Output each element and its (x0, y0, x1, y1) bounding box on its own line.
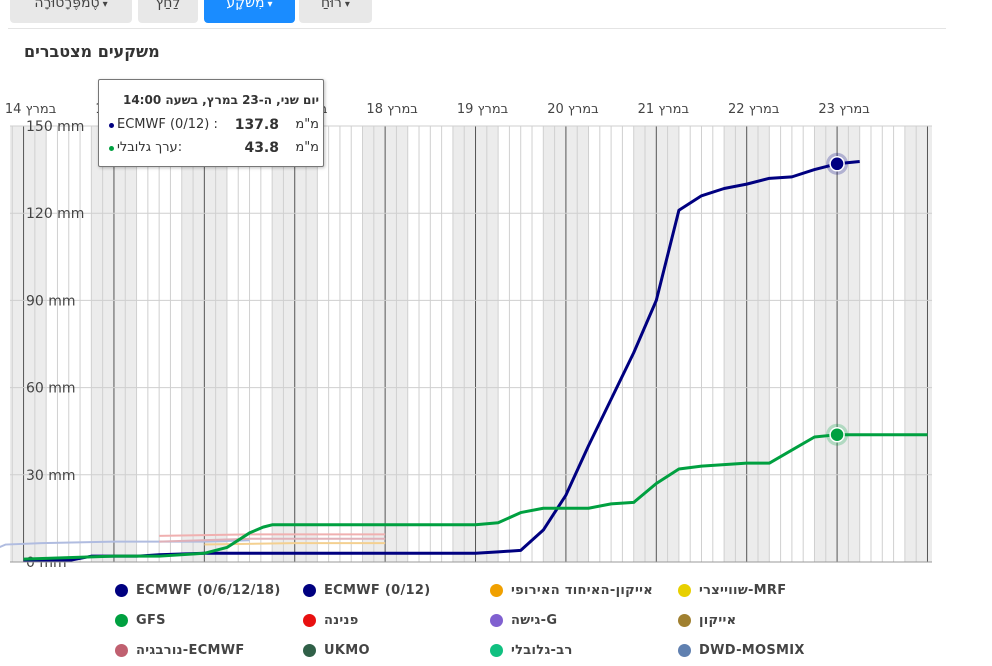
y-tick-label: 60 mm (26, 381, 76, 397)
legend-dot (678, 583, 691, 597)
tab-wind-label: רוּחַ (321, 0, 342, 11)
tooltip-row-global: ערך גלובלי: 43.8 מ"מ (109, 140, 319, 158)
series-line (23, 433, 928, 561)
legend-label: DWD-MOSMIX (699, 642, 805, 658)
x-tick-label: 22 במרץ (728, 102, 779, 117)
legend-dot (115, 613, 128, 627)
x-tick-label: 14 במרץ (5, 102, 56, 117)
tooltip-series-separator: : (213, 117, 218, 132)
tab-precipitation-label: מִשקָע (226, 0, 265, 11)
x-tick-label: 20 במרץ (547, 102, 598, 117)
x-tick-label: 21 במרץ (638, 102, 689, 117)
legend-item[interactable]: גישה-G (490, 610, 557, 630)
legend-label: אייקון-האיחוד האירופי (511, 582, 653, 598)
tooltip-series-value: 137.8 (234, 117, 279, 133)
x-tick-label: 18 במרץ (366, 102, 417, 117)
faint-series-line (159, 533, 386, 537)
tooltip-series-dot (109, 123, 114, 128)
chart-tooltip: יום שני, ה-23 במרץ, בשעה 14:00 ECMWF (0/… (98, 79, 324, 167)
x-tick-label: 23 במרץ (818, 102, 869, 117)
legend-dot (490, 613, 503, 627)
legend-item[interactable]: פנינה (303, 610, 359, 630)
night-band (10, 126, 47, 562)
y-tick-label: 150 mm (26, 119, 84, 135)
legend-item[interactable]: DWD-MOSMIX (678, 640, 805, 660)
tab-bar: טֶמפֶּרָטוּרָה ▾ לַחַץ מִשקָע ▾ רוּחַ ▾ (0, 0, 992, 24)
legend-dot (490, 583, 503, 597)
faint-series-line (159, 537, 386, 543)
chevron-down-icon: ▾ (102, 0, 108, 10)
chevron-down-icon: ▾ (267, 0, 273, 10)
legend-label: GFS (136, 612, 166, 628)
legend-dot (490, 643, 503, 657)
chart-title: משקעים מצטברים (24, 42, 160, 61)
tab-pressure[interactable]: לַחַץ (138, 0, 198, 23)
tooltip-series-value: 43.8 (244, 140, 279, 156)
tooltip-header: יום שני, ה-23 במרץ, בשעה 14:00 (122, 93, 319, 107)
legend-label: UKMO (324, 642, 370, 658)
legend-dot (303, 643, 316, 657)
chevron-down-icon: ▾ (344, 0, 350, 10)
legend-dot (678, 643, 691, 657)
legend-dot (303, 613, 316, 627)
legend-label: אייקון (699, 612, 737, 628)
legend-item[interactable]: ECMWF (0/6/12/18) (115, 580, 281, 600)
legend-item[interactable]: אייקון (678, 610, 736, 630)
tab-wind[interactable]: רוּחַ ▾ (299, 0, 372, 23)
legend-dot (678, 613, 691, 627)
legend-label: רב-גלובלי (511, 642, 573, 658)
chart-legend: ECMWF (0/6/12/18) ECMWF (0/12) אייקון-הא… (0, 578, 992, 666)
legend-item[interactable]: ECMWF (0/12) (303, 580, 430, 600)
tab-pressure-label: לַחַץ (155, 0, 181, 11)
faint-series-line (0, 539, 250, 548)
tooltip-series-unit: מ"מ (295, 117, 319, 132)
legend-item[interactable]: נורבגיה-ECMWF (115, 640, 245, 660)
legend-label: פנינה (324, 612, 359, 628)
highlight-marker (829, 426, 845, 443)
highlight-marker (829, 156, 845, 172)
tooltip-series-name: ערך גלובלי: (117, 140, 183, 155)
divider (8, 28, 946, 29)
tooltip-row-ecmwf: ECMWF (0/12) : 137.8 מ"מ (109, 117, 319, 135)
legend-item[interactable]: שווייצרי-MRF (678, 580, 786, 600)
legend-label: ECMWF (0/6/12/18) (136, 582, 281, 598)
legend-label: נורבגיה-ECMWF (136, 642, 245, 658)
tooltip-series-name-text: ECMWF (0/12) (117, 117, 210, 132)
legend-item[interactable]: רב-גלובלי (490, 640, 573, 660)
legend-dot (303, 583, 316, 597)
tab-temperature-label: טֶמפֶּרָטוּרָה (34, 0, 100, 11)
legend-dot (115, 583, 128, 597)
y-tick-label: 120 mm (26, 206, 84, 222)
tooltip-series-dot (109, 146, 114, 151)
legend-item[interactable]: UKMO (303, 640, 370, 660)
y-tick-label: 30 mm (26, 468, 76, 484)
legend-item[interactable]: אייקון-האיחוד האירופי (490, 580, 653, 600)
legend-label: גישה-G (511, 612, 558, 628)
legend-label: שווייצרי-MRF (699, 582, 787, 598)
tab-precipitation[interactable]: מִשקָע ▾ (204, 0, 295, 23)
tooltip-series-unit: מ"מ (295, 140, 319, 155)
x-tick-label: 19 במרץ (457, 102, 508, 117)
tooltip-series-name: ECMWF (0/12) : (117, 117, 218, 132)
tab-temperature[interactable]: טֶמפֶּרָטוּרָה ▾ (10, 0, 132, 23)
legend-label: ECMWF (0/12) (324, 582, 431, 598)
legend-item[interactable]: GFS (115, 610, 166, 630)
legend-dot (115, 643, 128, 657)
y-tick-label: 90 mm (26, 293, 76, 309)
